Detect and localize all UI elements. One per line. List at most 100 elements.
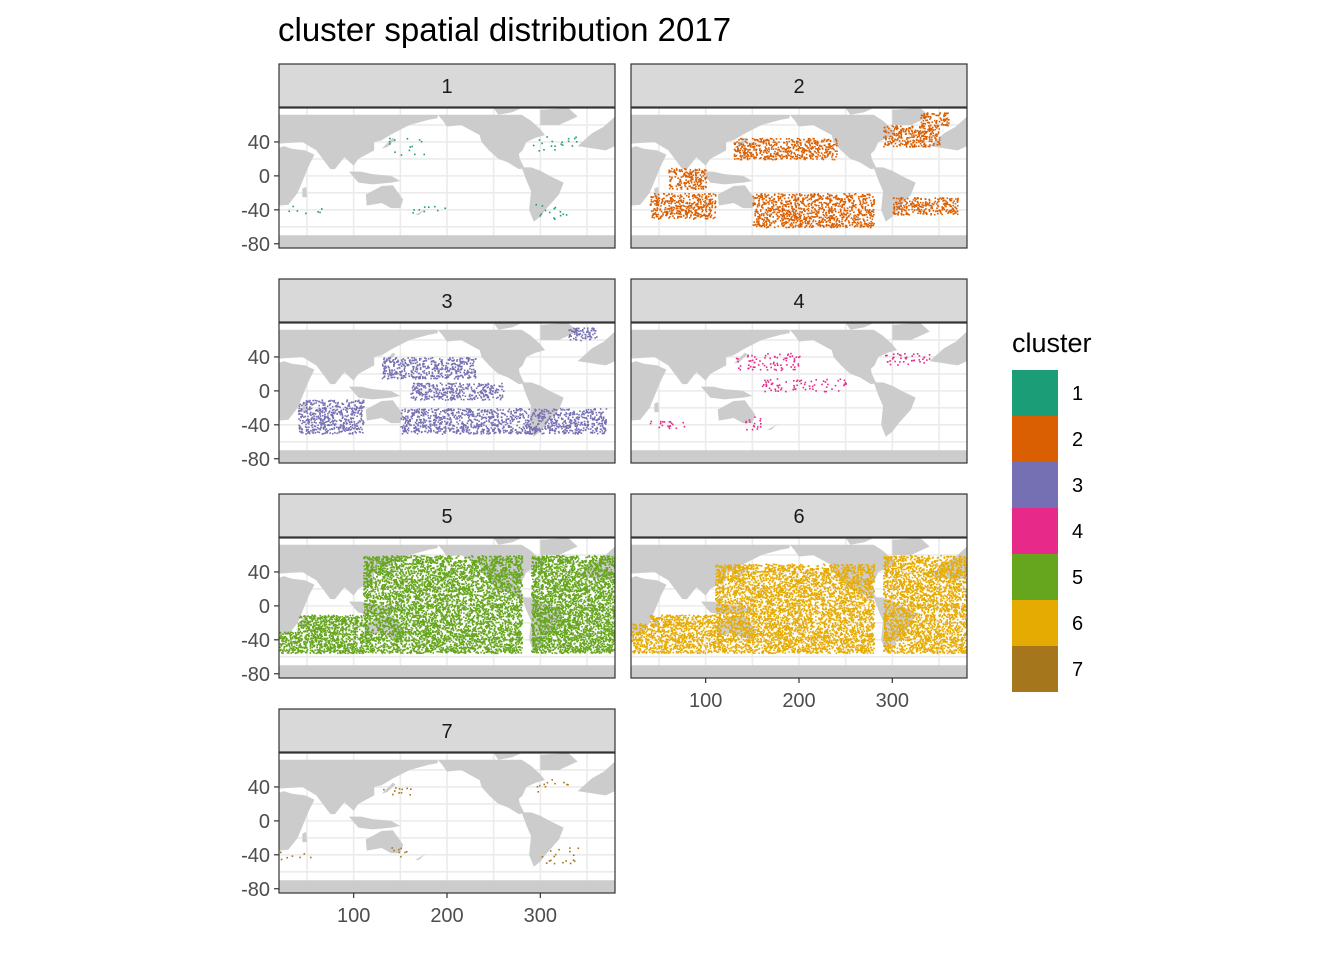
data-point [699,195,701,198]
data-point [862,214,864,217]
data-point [487,383,490,386]
data-point [400,418,402,420]
data-point [855,204,857,206]
data-point [860,224,863,227]
data-point [902,214,905,216]
data-point [445,364,447,367]
data-point [420,398,422,401]
data-point [414,358,416,361]
data-point [654,195,657,197]
data-point [339,413,342,416]
data-point [410,430,413,433]
data-point [447,382,450,385]
data-point [324,421,327,424]
data-point [861,207,864,209]
data-point [841,204,844,206]
data-point [324,415,326,417]
data-point [854,217,856,220]
data-point [383,376,385,379]
data-point [917,139,920,142]
data-point [952,213,955,215]
data-point [792,213,795,216]
data-point [860,210,862,212]
data-point [416,418,418,421]
data-point [822,211,824,213]
data-point [683,205,685,207]
data-point [483,422,485,424]
data-point [429,417,431,419]
data-point [751,143,753,146]
data-point [461,417,463,419]
data-point [324,404,326,406]
data-point [354,400,357,403]
data-point [346,411,348,414]
data-point [821,156,824,159]
data-point [501,412,504,415]
data-point [437,426,439,429]
data-point [478,382,480,385]
data-point [909,126,911,129]
data-point [781,219,784,222]
data-point [537,414,540,416]
data-point [414,362,417,364]
data-point [450,383,452,385]
data-point [795,224,797,227]
data-point [830,209,832,212]
data-point [897,207,899,209]
data-point [925,132,928,134]
data-point [797,144,799,146]
data-point [805,205,808,207]
data-point [517,408,520,411]
data-point [477,428,479,430]
data-point [534,431,537,433]
data-point [534,408,536,411]
data-point [359,405,362,408]
data-point [538,413,541,415]
data-point [949,204,951,206]
data-point [695,204,697,206]
data-point [803,156,806,158]
data-point [446,376,448,378]
data-point [917,201,919,204]
data-point [700,182,703,185]
data-point [702,175,705,177]
data-point [410,424,412,426]
data-point [828,143,831,145]
data-point [694,213,697,215]
data-point [924,203,927,206]
data-point [360,415,363,418]
data-point [452,389,454,391]
data-point [493,424,495,426]
data-point [333,428,335,430]
data-point [456,421,458,423]
data-point [446,377,448,379]
data-point [804,220,806,223]
data-point [811,155,813,158]
data-point [355,407,358,409]
data-point [851,196,853,199]
data-point [529,427,531,429]
data-point [517,421,519,423]
data-point [674,176,677,178]
data-point [812,154,815,157]
data-point [530,418,532,420]
data-point [432,387,435,389]
data-point [459,365,462,368]
data-point [759,148,761,150]
data-point [837,205,840,207]
data-point [926,213,928,215]
data-point [772,207,774,210]
data-point [362,420,364,423]
data-point [838,203,841,205]
data-point [549,415,551,418]
data-point [797,224,799,227]
data-point [690,181,693,184]
data-point [516,433,519,435]
data-point [391,372,393,374]
data-point [828,194,830,196]
data-point [817,150,819,153]
data-point [543,415,545,418]
data-point [922,127,925,129]
data-point [313,421,316,423]
data-point [925,201,927,203]
